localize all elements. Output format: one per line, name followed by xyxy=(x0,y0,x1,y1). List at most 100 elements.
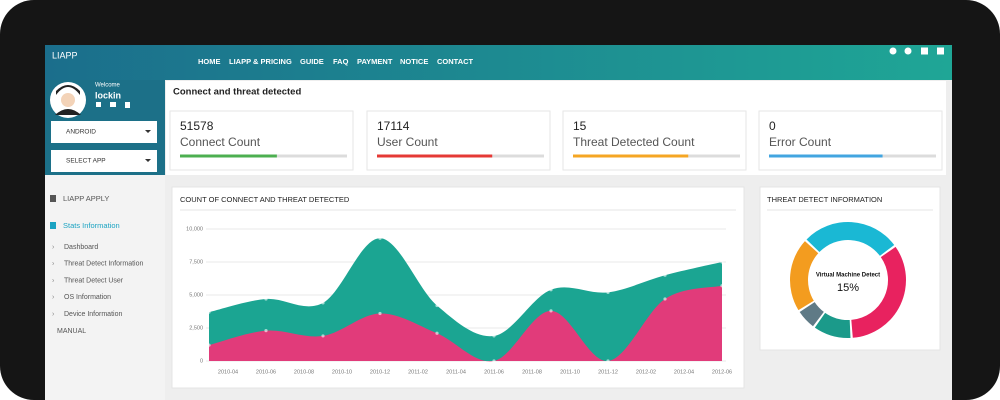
x-tick-label: 2010-10 xyxy=(332,369,352,375)
point xyxy=(606,290,610,294)
nav-link[interactable]: LIAPP & PRICING xyxy=(229,57,292,66)
point xyxy=(207,310,211,314)
submenu-caret: › xyxy=(52,244,55,251)
donut-segment xyxy=(799,302,824,327)
avatar-face xyxy=(61,93,75,107)
avatar-hair xyxy=(56,85,80,95)
menu-item[interactable]: LIAPP APPLY xyxy=(63,194,109,203)
point xyxy=(321,334,325,338)
dropdown[interactable] xyxy=(51,121,157,143)
submenu-item[interactable]: Dashboard xyxy=(64,244,98,251)
y-tick-label: 10,000 xyxy=(186,226,203,232)
card-icon[interactable] xyxy=(110,102,116,107)
menu-item[interactable]: Stats Information xyxy=(63,221,120,230)
x-tick-label: 2010-04 xyxy=(218,369,238,375)
x-tick-label: 2012-04 xyxy=(674,369,694,375)
progress-bar xyxy=(180,154,277,158)
point xyxy=(549,288,553,292)
dropdown-label: ANDROID xyxy=(66,129,96,136)
stat-label: Threat Detected Count xyxy=(573,135,695,149)
nav-link[interactable]: FAQ xyxy=(333,57,349,66)
submenu-caret: › xyxy=(52,277,55,284)
x-tick-label: 2011-12 xyxy=(598,369,618,375)
donut-segment xyxy=(851,246,906,338)
panel-title: Connect and threat detected xyxy=(173,87,301,98)
stat-card xyxy=(169,110,354,171)
dropdown-label: SELECT APP xyxy=(66,158,106,165)
x-tick-label: 2011-04 xyxy=(446,369,466,375)
point xyxy=(435,303,439,308)
submenu-item[interactable]: Device Information xyxy=(64,311,122,318)
y-tick-label: 2,500 xyxy=(189,325,203,331)
brand[interactable]: LIAPP xyxy=(52,50,78,60)
icon[interactable] xyxy=(937,47,944,55)
stat-value: 17114 xyxy=(377,119,410,133)
y-tick-label: 7,500 xyxy=(189,259,203,265)
x-tick-label: 2011-02 xyxy=(408,369,428,375)
point xyxy=(264,297,268,301)
progress-bar xyxy=(573,154,689,158)
donut-segment xyxy=(806,222,895,256)
stat-card xyxy=(366,110,551,171)
submenu-caret: › xyxy=(52,311,55,318)
progress-bar xyxy=(377,154,493,158)
menu-icon xyxy=(50,222,56,229)
nav-link[interactable]: GUIDE xyxy=(300,57,324,66)
x-tick-label: 2010-12 xyxy=(370,369,390,375)
point xyxy=(606,359,610,363)
point xyxy=(663,273,667,277)
stat-value: 0 xyxy=(769,119,776,133)
stat-value: 15 xyxy=(573,119,587,133)
area xyxy=(209,285,722,362)
top-icons xyxy=(889,47,944,55)
point xyxy=(720,260,724,264)
nav-link[interactable]: CONTACT xyxy=(437,57,474,66)
x-tick-label: 2011-06 xyxy=(484,369,504,375)
submenu-item[interactable]: OS Information xyxy=(64,294,111,301)
stat-label: Connect Count xyxy=(180,135,261,149)
nav-link[interactable]: NOTICE xyxy=(400,57,428,66)
submenu-caret: › xyxy=(52,294,55,301)
chart-title: THREAT DETECT INFORMATION xyxy=(767,195,882,204)
stat-value: 51578 xyxy=(180,119,214,133)
submenu-item[interactable]: Threat Detect Information xyxy=(64,261,143,268)
x-tick-label: 2011-08 xyxy=(522,369,542,375)
avatar-body xyxy=(55,109,81,115)
x-tick-label: 2011-10 xyxy=(560,369,580,375)
sidebar xyxy=(45,175,165,400)
x-tick-label: 2012-06 xyxy=(712,369,732,375)
icon[interactable] xyxy=(904,47,912,55)
trash-icon[interactable] xyxy=(125,102,130,108)
x-tick-label: 2010-08 xyxy=(294,369,314,375)
icon[interactable] xyxy=(889,47,897,55)
dropdown[interactable] xyxy=(51,150,157,172)
icon[interactable] xyxy=(921,47,928,55)
donut-panel xyxy=(759,186,941,351)
point xyxy=(663,297,667,301)
donut-center-label: Virtual Machine Detect xyxy=(816,273,880,279)
donut-segment xyxy=(814,312,851,338)
point xyxy=(321,301,325,305)
submenu-item[interactable]: Threat Detect User xyxy=(64,277,124,284)
point xyxy=(378,311,382,316)
x-tick-label: 2012-02 xyxy=(636,369,656,375)
point xyxy=(378,236,382,240)
stat-card xyxy=(562,110,747,171)
nav-link[interactable]: HOME xyxy=(198,57,221,66)
nav-link[interactable]: PAYMENT xyxy=(357,57,393,66)
welcome: Welcome xyxy=(95,83,121,89)
stat-card xyxy=(758,110,943,171)
x-tick-label: 2010-06 xyxy=(256,369,276,375)
point xyxy=(264,329,268,333)
menu-item[interactable]: MANUAL xyxy=(57,328,86,335)
point xyxy=(549,309,553,313)
user-icon[interactable] xyxy=(96,102,101,107)
stat-label: Error Count xyxy=(769,135,832,149)
point xyxy=(435,331,439,335)
donut-center-value: 15% xyxy=(837,282,859,294)
point xyxy=(720,284,724,288)
username: lockin xyxy=(95,90,121,100)
menu-icon xyxy=(50,195,56,202)
